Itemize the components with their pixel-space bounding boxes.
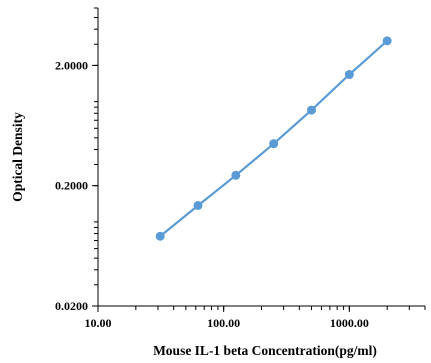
data-point bbox=[155, 231, 165, 241]
x-tick-label: 1000.00 bbox=[330, 316, 369, 330]
axes bbox=[97, 8, 425, 307]
y-tick-label: 0.0200 bbox=[55, 299, 88, 313]
x-tick-label: 10.00 bbox=[85, 316, 112, 330]
data-point bbox=[193, 200, 203, 210]
x-tick-label: 100.00 bbox=[207, 316, 240, 330]
y-axis-title: Optical Density bbox=[10, 112, 25, 202]
x-ticks: 10.00 100.00 1000.00 bbox=[85, 306, 426, 330]
y-ticks: 0.0200 0.2000 2.0000 bbox=[55, 7, 98, 313]
y-tick-label: 0.2000 bbox=[55, 179, 88, 193]
data-point bbox=[269, 139, 279, 149]
data-point bbox=[382, 36, 392, 46]
data-point bbox=[344, 70, 354, 80]
y-tick-label: 2.0000 bbox=[55, 58, 88, 72]
data-point bbox=[231, 170, 241, 180]
data-point bbox=[307, 105, 317, 115]
x-axis-title: Mouse IL-1 beta Concentration(pg/ml) bbox=[153, 343, 377, 358]
series bbox=[155, 36, 392, 241]
